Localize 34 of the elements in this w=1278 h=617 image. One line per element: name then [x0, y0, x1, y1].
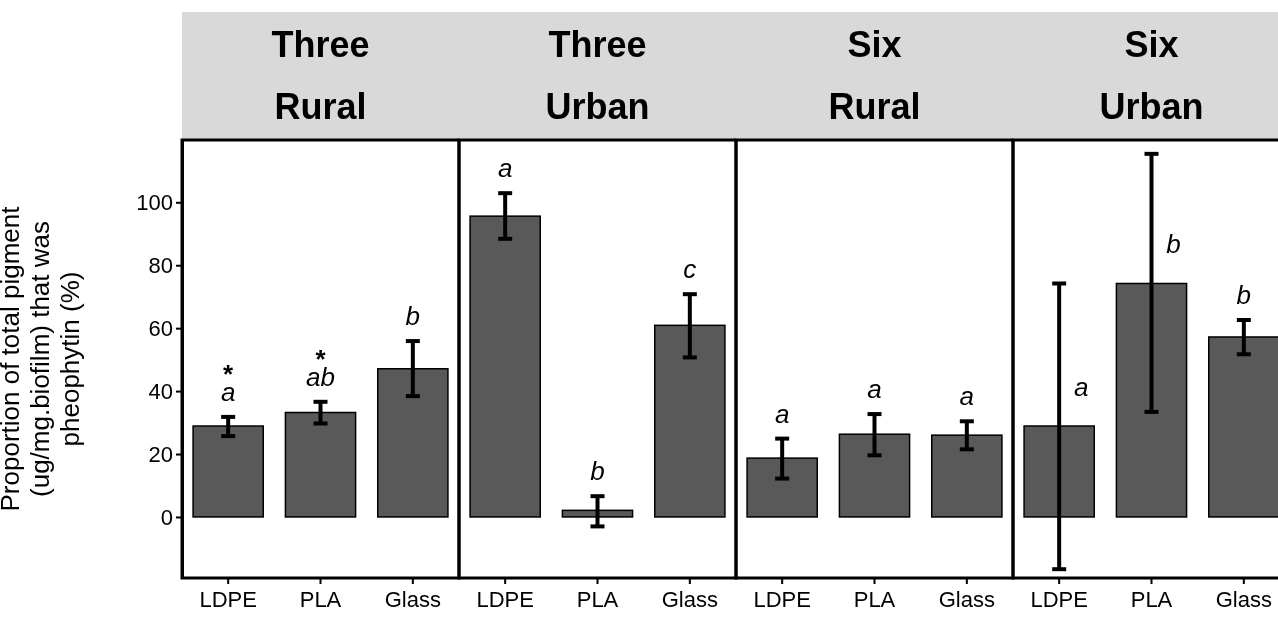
x-tick-label: PLA	[1130, 586, 1173, 612]
chart-title: Six Urban	[1099, 24, 1204, 127]
data-label: a	[497, 153, 513, 184]
y-tick-label: 40	[148, 378, 173, 404]
data-label: a	[959, 381, 975, 412]
data-label: b	[1166, 229, 1181, 260]
y-tick-label: 80	[148, 252, 173, 278]
data-label: a	[774, 398, 790, 429]
y-axis-title: Proportion of total pigment (ug/mg.biofilm) that was pheophytin (%)	[0, 205, 85, 512]
x-tick-label: LDPE	[753, 586, 811, 612]
data-label: a	[867, 374, 882, 405]
data-label: c	[683, 254, 697, 285]
x-tick-label: Glass	[938, 586, 995, 612]
y-tick-label: 60	[148, 315, 173, 341]
x-tick-label: PLA	[576, 586, 619, 612]
x-tick-label: Glass	[1215, 586, 1272, 612]
x-tick-label: Glass	[384, 586, 441, 612]
data-label: b	[1236, 279, 1252, 310]
data-label: b	[405, 301, 421, 332]
chart-title: Three Urban	[545, 24, 650, 127]
x-tick-label: LDPE	[476, 586, 534, 612]
data-label: a	[220, 376, 236, 407]
chart-title: Three Rural	[271, 24, 370, 127]
y-tick-label: 0	[160, 504, 173, 530]
x-tick-label: Glass	[661, 586, 718, 612]
y-tick-label: 100	[136, 189, 173, 215]
x-tick-label: LDPE	[1030, 586, 1088, 612]
data-label: a	[1073, 372, 1089, 403]
x-tick-label: PLA	[299, 586, 342, 612]
chart-title: Six Rural	[828, 24, 921, 127]
y-tick-label: 20	[148, 441, 173, 467]
x-tick-label: PLA	[853, 586, 896, 612]
x-tick-label: LDPE	[199, 586, 257, 612]
data-label: b	[590, 456, 605, 487]
